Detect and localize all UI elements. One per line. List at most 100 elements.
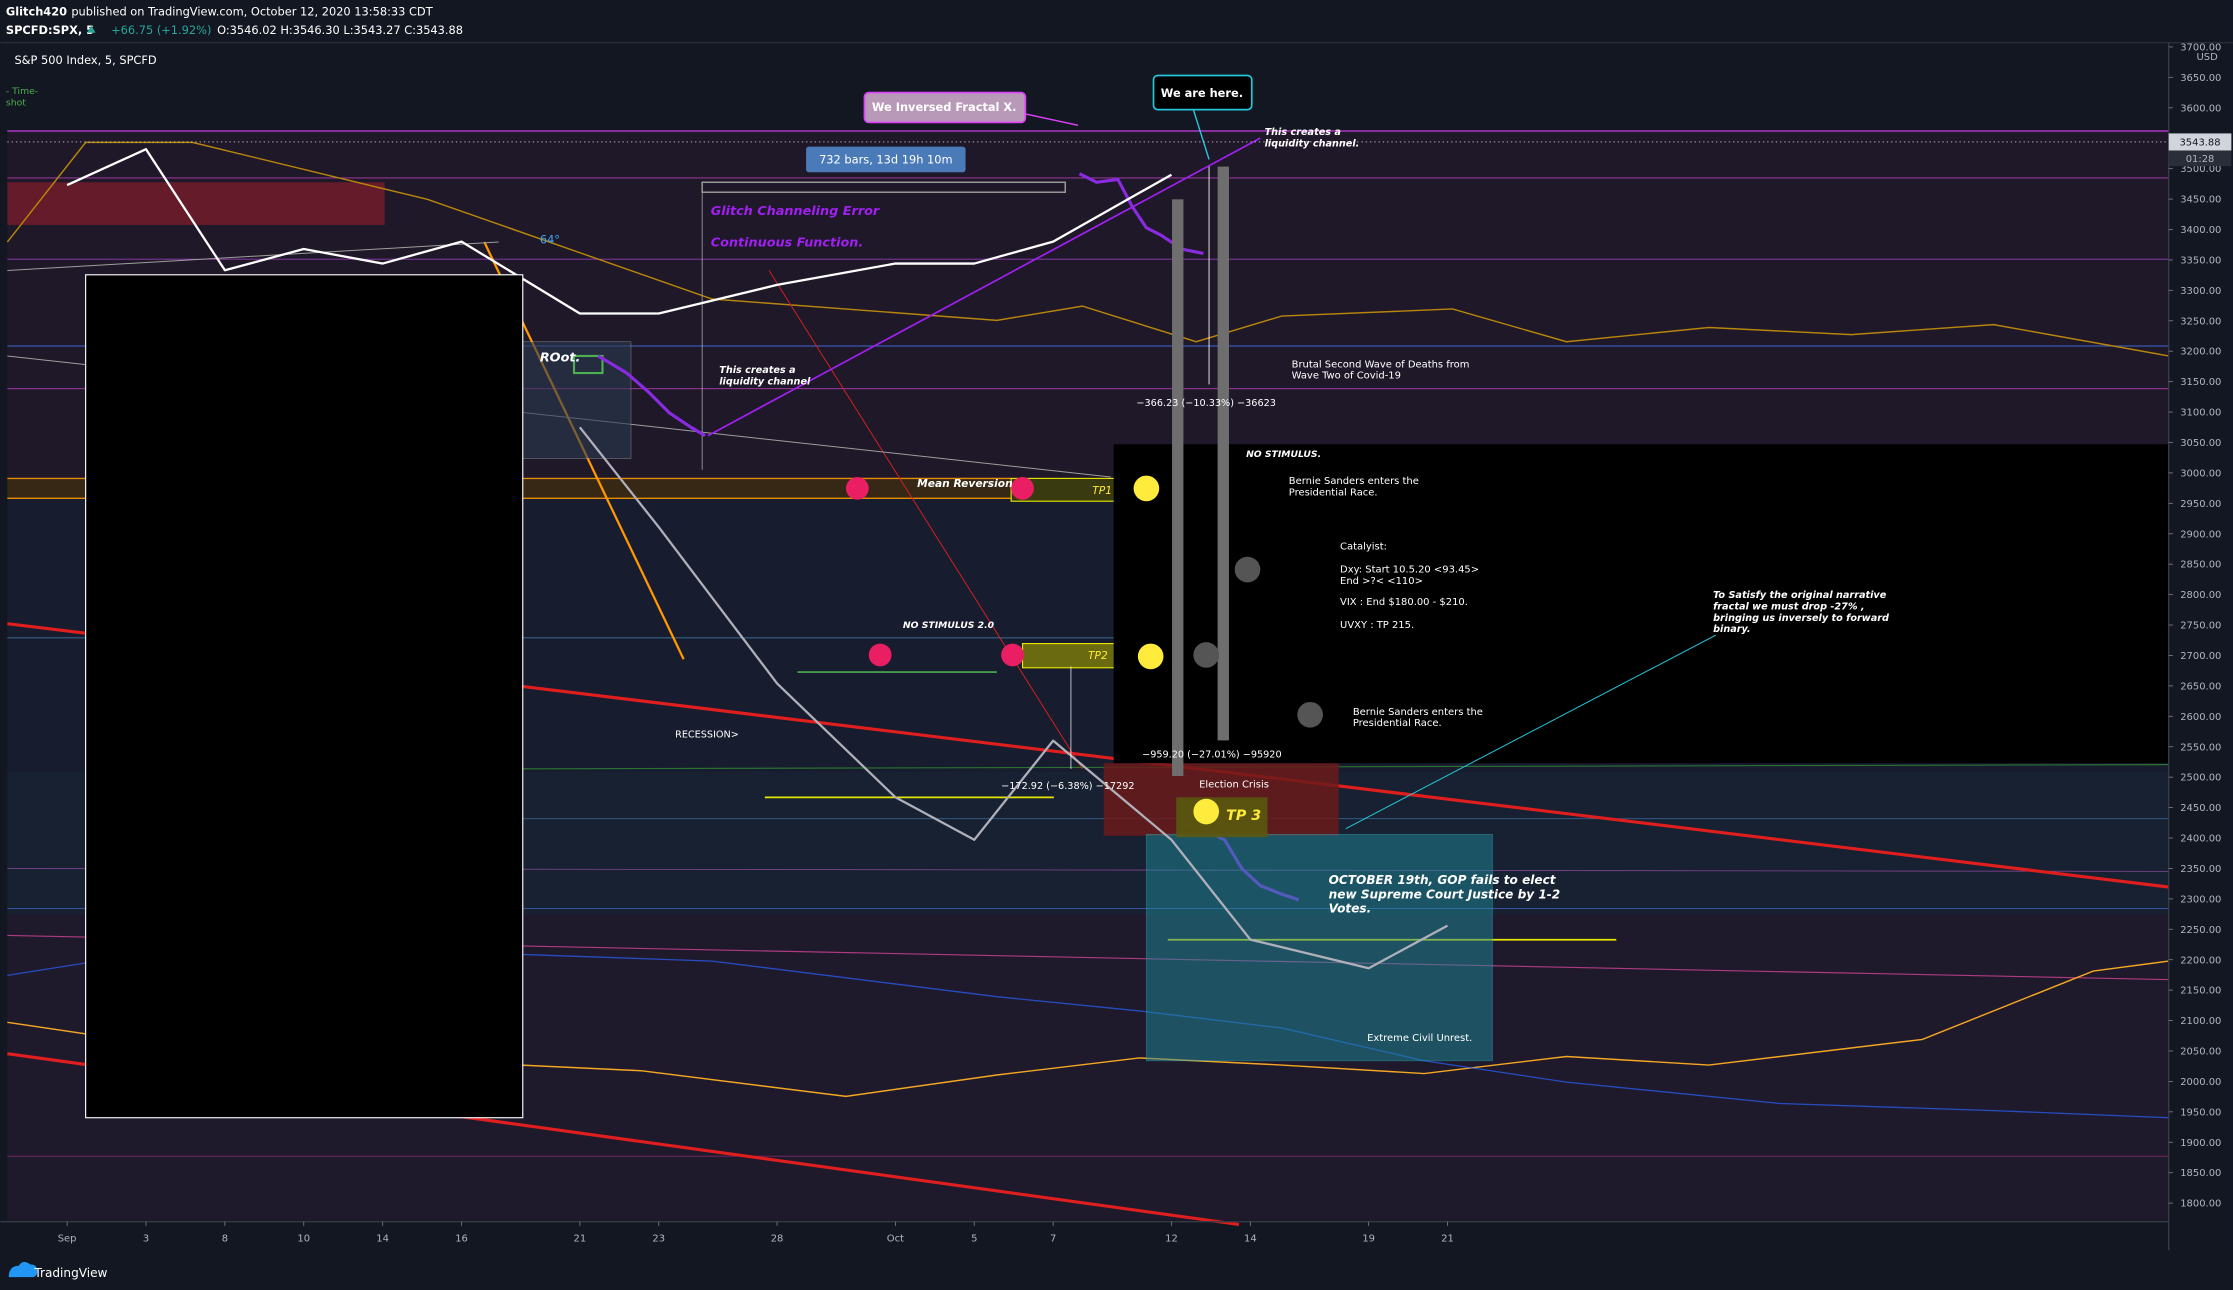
y-tick-label: 3250.00 [2180,316,2221,327]
annotation: NO STIMULUS 2.0 [903,620,995,631]
y-tick-label: 3600.00 [2180,103,2221,114]
vertical-bar [1217,166,1229,741]
annotation: Presidential Race. [1289,487,1378,498]
published: published on TradingView.com, October 12… [71,5,432,19]
y-tick-label: 2950.00 [2180,499,2221,510]
y-tick-label: 2000.00 [2180,1077,2221,1088]
channel-line [707,137,1261,437]
root-box [572,354,604,375]
range-box [522,341,632,459]
annotation: Wave Two of Covid-19 [1292,371,1401,382]
annotation: −172.92 (−6.38%) −17292 [1001,781,1134,792]
x-tick-label: Sep [58,1234,77,1245]
y-tick-label: 3650.00 [2180,73,2221,84]
annotation: Catalyist: [1340,542,1387,553]
annotation: new Supreme Court Justice by 1-2 [1329,887,1561,901]
annotation: TP 3 [1226,808,1261,824]
y-tick-label: 2300.00 [2180,894,2221,905]
y-tick-label: 3450.00 [2180,195,2221,206]
change: +66.75 (+1.92%) [111,23,211,37]
y-tick-label: 2450.00 [2180,803,2221,814]
x-tick-label: 21 [574,1234,587,1245]
x-tick-label: 23 [652,1234,665,1245]
x-tick-label: 14 [1244,1234,1257,1245]
x-tick-label: 8 [222,1234,228,1245]
price-tag-label: 3543.88 [2179,138,2220,149]
x-tick-label: 21 [1441,1234,1454,1245]
annotation: Bernie Sanders enters the [1353,707,1483,718]
up-icon [87,25,96,33]
annotation: UVXY : TP 215. [1340,620,1414,631]
trend-line [7,241,499,272]
x-tick-label: 7 [1050,1234,1056,1245]
y-tick-label: 2400.00 [2180,834,2221,845]
annotation: Presidential Race. [1353,718,1442,729]
publisher: Glitch420 [6,5,67,19]
annotation: - Time- [6,86,38,97]
level-line [522,764,2169,770]
y-tick-label: 3200.00 [2180,347,2221,358]
annotation: Extreme Civil Unrest. [1367,1033,1472,1044]
x-marker [868,643,892,667]
question-marker [1133,475,1160,502]
y-tick-label: 2750.00 [2180,621,2221,632]
callout-box [863,91,1027,124]
y-tick-label: 2350.00 [2180,864,2221,875]
x-tick-label: 12 [1165,1234,1178,1245]
annotation: Votes. [1329,902,1372,916]
question-marker [1297,701,1323,728]
x-tick-label: 10 [297,1234,310,1245]
callout-pointer [1192,109,1210,160]
x-marker [845,476,869,500]
annotation: Election Crisis [1199,779,1269,790]
ohlc: O:3546.02 H:3546.30 L:3543.27 C:3543.88 [217,23,463,37]
brand: TradingView [33,1266,107,1280]
symbol-line: SPCFD:SPX, 5 +66.75 (+1.92%) O:3546.02 H:3… [6,23,463,37]
pointer-line [1345,634,1717,830]
x-tick-label: 19 [1362,1234,1375,1245]
annotation: fractal we must drop -27% , [1713,601,1864,612]
annotation: NO STIMULUS. [1246,449,1321,460]
y-tick-label: 3050.00 [2180,438,2221,449]
annotation: RECESSION> [675,730,739,741]
annotation: To Satisfy the original narrative [1713,590,1887,601]
y-tick-label: 2900.00 [2180,529,2221,540]
y-tick-label: 3150.00 [2180,377,2221,388]
y-tick-label: 2550.00 [2180,742,2221,753]
annotation: This creates a [1265,127,1341,138]
y-tick-label: 2500.00 [2180,773,2221,784]
unrest-box [1145,833,1493,1062]
annotation: This creates a [719,365,795,376]
x-tick-label: Oct [887,1234,904,1245]
x-tick-label: 5 [971,1234,977,1245]
y-tick-label: 3400.00 [2180,225,2221,236]
annotation: shot [6,97,26,108]
y-tick-label: 2850.00 [2180,560,2221,571]
vertical-bar [1172,199,1184,776]
y-tick-label: 2050.00 [2180,1047,2221,1058]
question-marker [1234,556,1261,583]
y-tick-label: 2700.00 [2180,651,2221,662]
annotation: VIX : End $180.00 - $210. [1340,597,1468,608]
annotation: liquidity channel. [1265,139,1360,150]
annotation: 732 bars, 13d 19h 10m [819,153,953,167]
x-tick-label: 16 [455,1234,468,1245]
annotation: 64° [540,232,560,246]
question-marker [1193,642,1220,668]
y-tick-label: 3300.00 [2180,286,2221,297]
y-tick-label: 2250.00 [2180,925,2221,936]
x-marker [1001,643,1024,667]
chart-title: S&P 500 Index, 5, SPCFD [14,53,156,67]
price-tag [2168,133,2232,151]
annotation: bringing us inversely to forward [1713,613,1889,624]
annotation: Dxy: Start 10.5.20 <93.45> [1340,564,1479,575]
annotation: −959.20 (−27.01%) −95920 [1142,749,1282,760]
projection [597,354,706,438]
y-tick-label: 3350.00 [2180,255,2221,266]
markers [845,475,1323,825]
annotation: We Inversed Fractal X. [872,100,1017,114]
price-line [578,426,1449,970]
y-tick-label: 2150.00 [2180,986,2221,997]
x-marker [1011,476,1034,500]
